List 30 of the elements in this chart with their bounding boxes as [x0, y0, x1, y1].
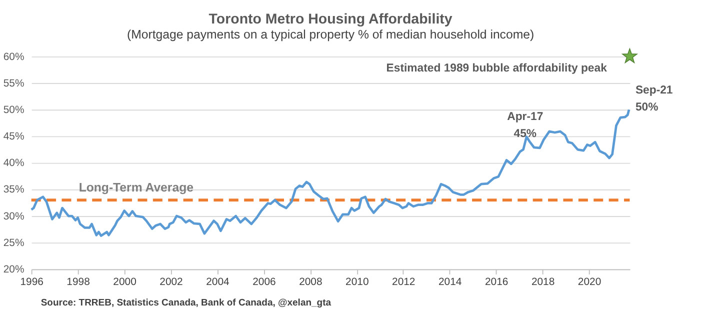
y-tick-label: 55% [3, 78, 24, 90]
ref-line-label: Long-Term Average [78, 180, 194, 195]
chart-title: Toronto Metro Housing Affordability [208, 12, 452, 28]
y-tick-label: 50% [3, 104, 24, 116]
y-tick-label: 25% [3, 238, 24, 249]
y-tick-label: 20% [3, 264, 24, 276]
line-series [30, 108, 630, 237]
y-tick-label: 60% [3, 52, 24, 63]
annotation: Sep-21 50% [635, 84, 674, 114]
x-tick-label: 1996 [20, 276, 44, 288]
x-tick-label: 2002 [160, 276, 184, 288]
x-tick-label: 2018 [531, 276, 555, 288]
x-tick-label: 2016 [484, 276, 508, 288]
x-tick-label: 2000 [113, 276, 137, 288]
chart-subtitle: (Mortgage payments on a typical property % of median household income) [127, 28, 534, 42]
source-note: Source: TRREB, Statistics Canada, Bank of Canada, @xelan_gta [40, 297, 332, 308]
x-tick-label: 1998 [66, 276, 90, 288]
x-tick-label: 2014 [438, 276, 462, 288]
x-tick-label: 2010 [346, 276, 369, 288]
y-tick-label: 40% [3, 158, 24, 170]
x-tick-label: 2008 [299, 276, 322, 288]
annotation: Estimated 1989 bubble affordability peak [386, 62, 608, 75]
y-tick-label: 45% [3, 132, 24, 143]
y-tick-label: 30% [3, 211, 24, 222]
x-tick-label: 2006 [252, 276, 276, 288]
annotation: Apr-17 45% [507, 111, 544, 140]
y-tick-label: 35% [3, 184, 24, 196]
x-tick-label: 2012 [392, 276, 416, 288]
x-tick-label: 2020 [578, 276, 602, 288]
x-tick-label: 2004 [206, 276, 230, 288]
